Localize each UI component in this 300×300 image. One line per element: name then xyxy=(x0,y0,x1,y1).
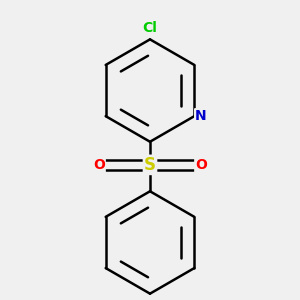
Text: O: O xyxy=(195,158,207,172)
Text: Cl: Cl xyxy=(142,21,158,35)
Text: S: S xyxy=(144,156,156,174)
Text: O: O xyxy=(93,158,105,172)
Text: N: N xyxy=(195,109,207,123)
